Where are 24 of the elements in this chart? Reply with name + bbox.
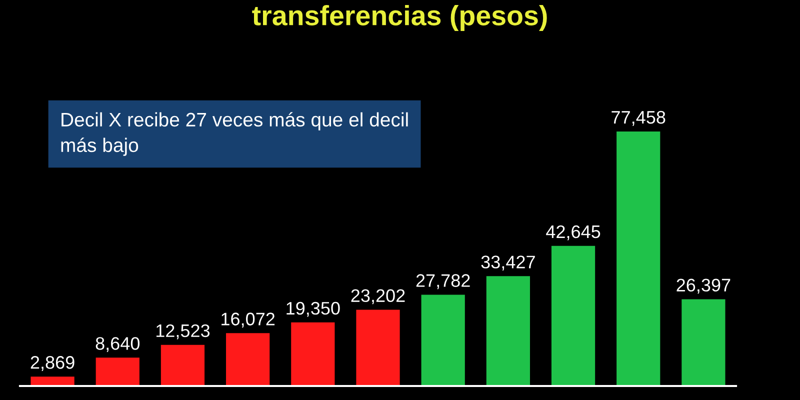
data-label: 26,397 xyxy=(676,278,730,294)
bar xyxy=(551,246,596,386)
bar xyxy=(616,131,660,386)
bar xyxy=(30,376,74,386)
data-label: 42,645 xyxy=(546,225,600,240)
data-label: 27,782 xyxy=(416,274,470,290)
bar xyxy=(226,333,270,386)
data-label: 12,523 xyxy=(156,324,210,340)
data-label: 77,458 xyxy=(612,110,666,126)
bar xyxy=(682,299,726,386)
bar xyxy=(96,358,140,386)
annotation: Decil X recibe 27 veces más que el decil más bajo xyxy=(61,112,408,156)
data-label: 19,350 xyxy=(286,302,340,317)
data-label: 23,202 xyxy=(351,289,405,304)
bar xyxy=(421,294,465,386)
data-label: 33,427 xyxy=(481,256,535,271)
data-label: 16,072 xyxy=(222,312,275,328)
data-label: 8,640 xyxy=(96,337,140,352)
data-label: 2,869 xyxy=(30,356,74,371)
bar xyxy=(486,276,530,386)
bar xyxy=(356,310,400,386)
bar xyxy=(160,344,205,386)
bar xyxy=(291,322,335,386)
chart-title: transferencias (pesos) xyxy=(252,5,547,31)
